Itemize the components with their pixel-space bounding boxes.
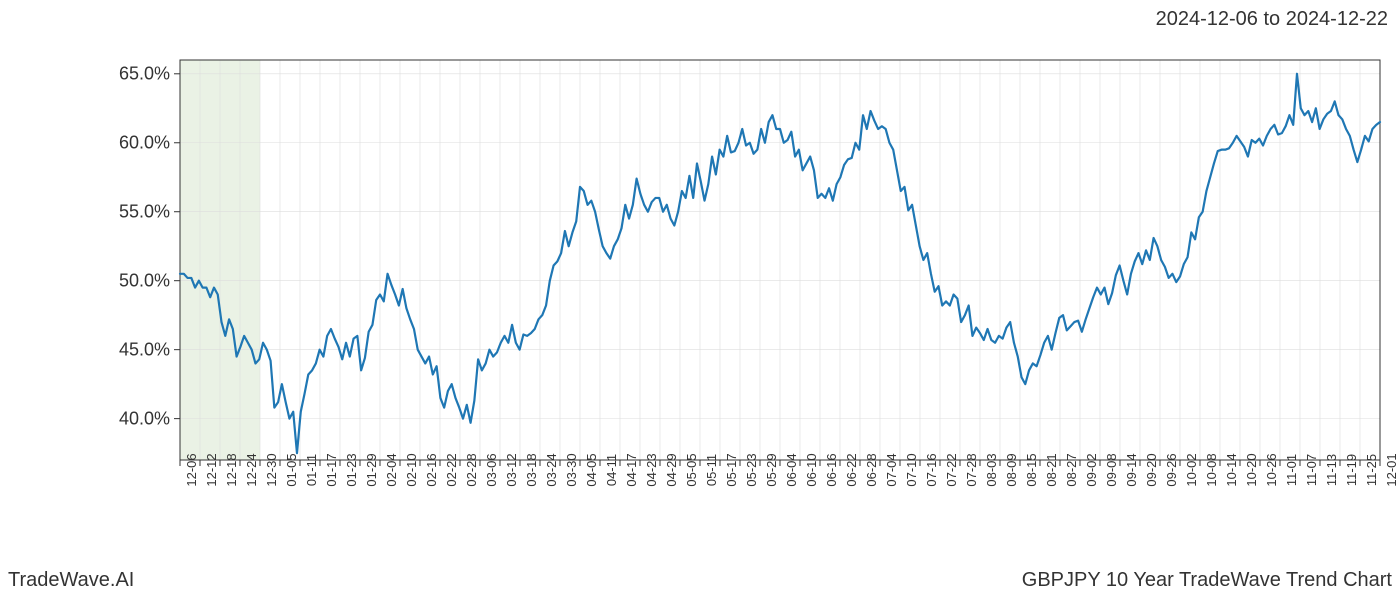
x-tick-label: 01-23 [344,453,359,486]
x-tick-label: 10-02 [1184,453,1199,486]
x-tick-label: 05-29 [764,453,779,486]
x-tick-label: 06-28 [864,453,879,486]
x-tick-label: 11-25 [1364,454,1379,486]
x-tick-label: 11-13 [1324,454,1339,486]
x-tick-label: 01-11 [304,454,319,486]
x-tick-label: 12-01 [1384,453,1399,486]
x-tick-label: 12-24 [244,453,259,486]
x-tick-label: 09-20 [1144,453,1159,486]
x-tick-label: 03-24 [544,453,559,486]
x-tick-label: 07-10 [904,453,919,486]
x-tick-label: 11-01 [1284,454,1299,486]
x-tick-label: 10-08 [1204,453,1219,486]
y-tick-label: 55.0% [10,201,170,222]
x-tick-label: 07-22 [944,453,959,486]
x-tick-label: 06-16 [824,453,839,486]
x-tick-label: 11-07 [1304,454,1319,486]
x-tick-label: 04-05 [584,453,599,486]
x-tick-label: 09-26 [1164,453,1179,486]
x-tick-label: 12-06 [184,453,199,486]
x-tick-label: 09-14 [1124,453,1139,486]
x-tick-label: 02-16 [424,453,439,486]
x-tick-label: 07-28 [964,453,979,486]
x-tick-label: 04-17 [624,453,639,486]
x-tick-label: 03-06 [484,453,499,486]
x-tick-label: 02-10 [404,453,419,486]
x-tick-label: 02-04 [384,453,399,486]
x-tick-label: 02-22 [444,453,459,486]
x-tick-label: 01-05 [284,453,299,486]
y-tick-label: 50.0% [10,270,170,291]
brand-label: TradeWave.AI [8,569,134,592]
y-tick-label: 60.0% [10,132,170,153]
x-tick-label: 06-04 [784,453,799,486]
trend-chart: 40.0% 45.0% 50.0% 55.0% 60.0% 65.0% 12-06 12-1… [0,50,1400,530]
x-tick-label: 04-23 [644,453,659,486]
x-tick-label: 05-11 [704,454,719,486]
x-tick-label: 04-11 [604,454,619,486]
y-tick-label: 65.0% [10,63,170,84]
y-tick-label: 40.0% [10,408,170,429]
x-tick-label: 08-27 [1064,453,1079,486]
x-tick-label: 05-17 [724,453,739,486]
x-tick-label: 03-30 [564,453,579,486]
x-tick-label: 05-05 [684,453,699,486]
x-tick-label: 03-18 [524,453,539,486]
x-tick-label: 12-12 [204,453,219,486]
x-tick-label: 01-29 [364,453,379,486]
x-tick-label: 08-09 [1004,453,1019,486]
x-tick-label: 07-04 [884,453,899,486]
x-tick-label: 09-02 [1084,453,1099,486]
x-tick-label: 08-03 [984,453,999,486]
x-tick-label: 02-28 [464,453,479,486]
x-tick-label: 12-18 [224,453,239,486]
x-tick-label: 12-30 [264,453,279,486]
x-tick-label: 05-23 [744,453,759,486]
x-tick-label: 06-10 [804,453,819,486]
y-tick-label: 45.0% [10,339,170,360]
x-tick-label: 04-29 [664,453,679,486]
x-tick-label: 10-20 [1244,453,1259,486]
x-tick-label: 01-17 [324,453,339,486]
x-tick-label: 10-26 [1264,453,1279,486]
x-tick-label: 08-15 [1024,453,1039,486]
x-tick-label: 03-12 [504,453,519,486]
x-tick-label: 11-19 [1344,454,1359,486]
chart-title: GBPJPY 10 Year TradeWave Trend Chart [1022,569,1392,592]
date-range-label: 2024-12-06 to 2024-12-22 [1156,8,1388,31]
x-tick-label: 07-16 [924,453,939,486]
x-tick-label: 06-22 [844,453,859,486]
x-tick-label: 10-14 [1224,453,1239,486]
x-tick-label: 09-08 [1104,453,1119,486]
x-tick-label: 08-21 [1044,453,1059,486]
